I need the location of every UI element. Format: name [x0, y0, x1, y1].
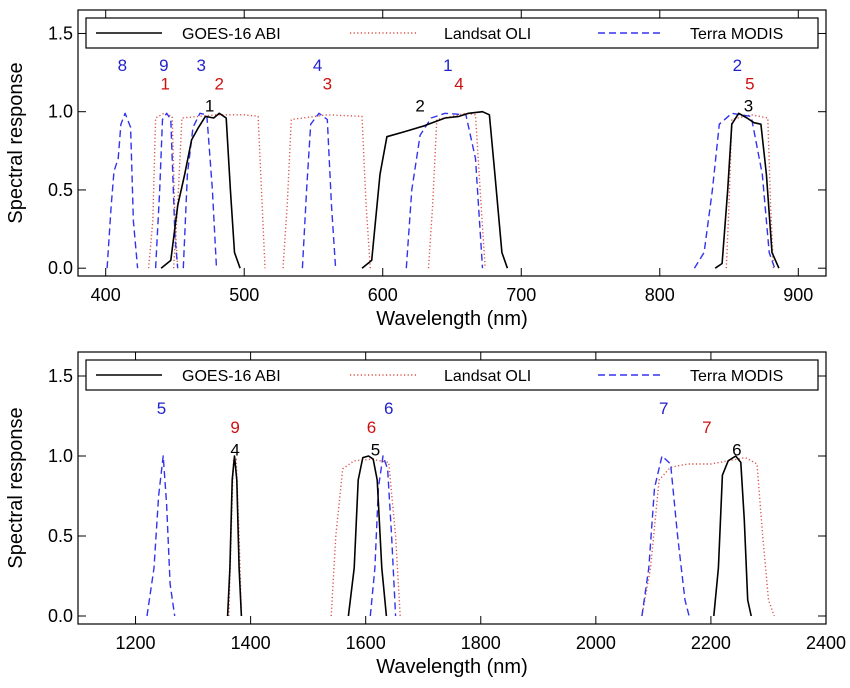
band-number-label: 7 [702, 418, 711, 437]
band-number-label: 3 [197, 56, 206, 75]
legend-entry: Landsat OLI [444, 26, 531, 43]
y-axis-label: Spectral response [5, 62, 27, 223]
band-number-label: 2 [415, 96, 424, 115]
modis-band-curve [693, 112, 776, 269]
band-number-label: 8 [118, 56, 127, 75]
plot-frame [77, 9, 827, 277]
x-tick-label: 2000 [576, 633, 616, 653]
band-number-label: 1 [443, 56, 452, 75]
panel-2: 1200 1400 1600 1800 2000 2200 2400 0.0 0.5 1.0 1.5… [5, 351, 846, 678]
band-number-label: 7 [659, 399, 668, 418]
x-tick-label: 400 [91, 285, 121, 305]
landsat-band-curve [427, 112, 486, 269]
band-number-label: 5 [157, 399, 166, 418]
landsat-band-curve [725, 114, 775, 269]
x-tick-label: 700 [506, 285, 536, 305]
modis-band-curve [106, 112, 139, 269]
y-tick-label: 0.5 [48, 526, 73, 546]
band-number-label: 2 [733, 56, 742, 75]
legend-box [85, 359, 819, 391]
legend: GOES-16 ABI Landsat OLI Terra MODIS [85, 17, 819, 49]
x-tick-label: 900 [783, 285, 813, 305]
modis-band-curve [182, 112, 218, 269]
band-number-label: 6 [367, 418, 376, 437]
x-tick-label: 2400 [806, 633, 846, 653]
modis-band-curve [301, 112, 337, 269]
landsat-band-curve [228, 458, 243, 617]
x-tick-label: 500 [229, 285, 259, 305]
y-tick-label: 1.0 [48, 102, 73, 122]
band-number-label: 9 [230, 418, 239, 437]
band-number-label: 4 [313, 56, 322, 75]
x-tick-label: 1800 [461, 633, 501, 653]
goes-band-curve [714, 112, 780, 269]
y-tick-label: 0.0 [48, 606, 73, 626]
band-number-label: 6 [384, 399, 393, 418]
band-number-label: 1 [205, 96, 214, 115]
landsat-band-curve [330, 458, 401, 617]
x-tick-label: 1400 [231, 633, 271, 653]
band-number-label: 4 [454, 75, 463, 94]
legend-entry: GOES-16 ABI [182, 368, 281, 385]
goes-band-curve [361, 110, 509, 269]
x-tick-label: 600 [368, 285, 398, 305]
modis-band-curve [369, 455, 397, 617]
goes-band-curve [226, 455, 243, 617]
goes-band-curve [160, 112, 241, 269]
band-number-label: 3 [744, 96, 753, 115]
panel-1: 400 500 600 700 800 900 0.0 0.5 1.0 1.5 Wavelength… [5, 9, 827, 330]
legend-entry: Landsat OLI [444, 368, 531, 385]
legend-entry: GOES-16 ABI [182, 26, 281, 43]
y-tick-label: 1.5 [48, 23, 73, 43]
modis-band-curve [405, 112, 484, 269]
band-number-label: 4 [230, 441, 239, 460]
x-axis-label: Wavelength (nm) [376, 656, 528, 678]
band-number-label: 2 [215, 75, 224, 94]
band-number-label: 1 [161, 75, 170, 94]
band-number-label: 6 [732, 441, 741, 460]
y-tick-label: 0.0 [48, 258, 73, 278]
legend-entry: Terra MODIS [690, 26, 783, 43]
landsat-band-curve [282, 114, 371, 269]
legend-box [85, 17, 819, 49]
modis-band-curve [641, 455, 690, 617]
plot-frame [77, 351, 827, 625]
x-tick-label: 800 [645, 285, 675, 305]
band-number-label: 9 [159, 56, 168, 75]
modis-band-curve [154, 112, 179, 269]
x-tick-label: 1200 [116, 633, 156, 653]
landsat-band-curve [641, 456, 775, 617]
goes-band-curve [347, 455, 388, 617]
y-tick-label: 1.5 [48, 366, 73, 386]
x-tick-label: 2200 [691, 633, 731, 653]
modis-band-curve [146, 455, 176, 617]
goes-band-curve [713, 455, 752, 617]
y-tick-label: 0.5 [48, 180, 73, 200]
y-axis-label: Spectral response [5, 407, 27, 568]
legend: GOES-16 ABI Landsat OLI Terra MODIS [85, 359, 819, 391]
x-axis-label: Wavelength (nm) [376, 308, 528, 330]
band-number-label: 5 [745, 75, 754, 94]
y-tick-label: 1.0 [48, 446, 73, 466]
x-tick-label: 1600 [346, 633, 386, 653]
band-number-label: 3 [323, 75, 332, 94]
legend-entry: Terra MODIS [690, 368, 783, 385]
band-number-label: 5 [371, 441, 380, 460]
landsat-band-curve [172, 114, 266, 269]
